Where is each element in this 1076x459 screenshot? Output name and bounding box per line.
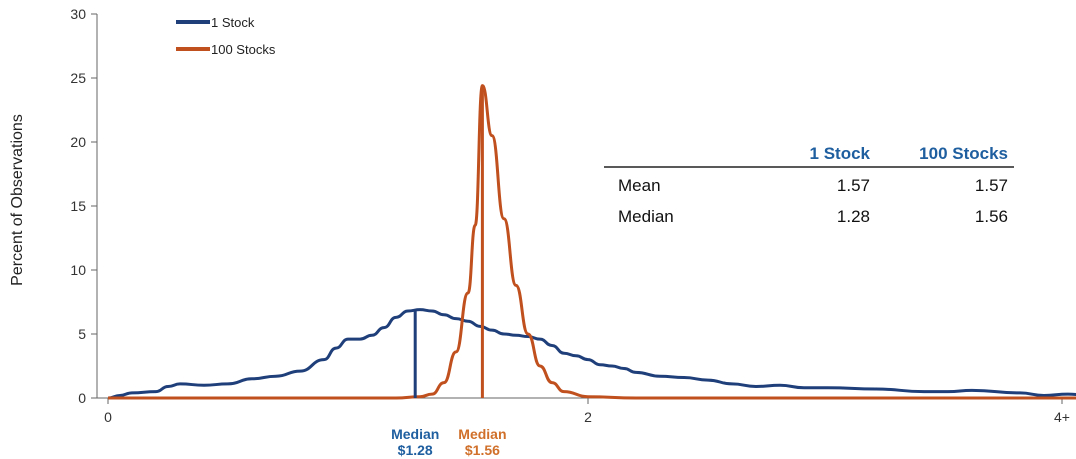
table-cell-r0-c0: Mean: [618, 176, 661, 195]
median-value-1: $1.56: [465, 442, 500, 458]
table-header-1: 1 Stock: [810, 144, 871, 163]
y-ticks: 0 5 10 15 20 25 30: [70, 6, 97, 406]
y-tick-label: 10: [70, 262, 86, 278]
x-tick-label: 2: [584, 409, 592, 425]
y-axis-label: Percent of Observations: [9, 114, 26, 286]
table-cell-r0-c1: 1.57: [837, 176, 870, 195]
legend-label-0: 1 Stock: [211, 15, 255, 30]
series: [107, 84, 1076, 400]
median-label-0: Median: [391, 426, 439, 442]
series-line-0: [107, 308, 1076, 400]
median-label-1: Median: [458, 426, 506, 442]
y-tick-label: 30: [70, 6, 86, 22]
legend: 1 Stock 100 Stocks: [176, 15, 276, 57]
x-tick-label: 0: [104, 409, 112, 425]
y-tick-label: 20: [70, 134, 86, 150]
axes: [96, 14, 1066, 399]
median-value-0: $1.28: [398, 442, 433, 458]
y-tick-label: 5: [78, 326, 86, 342]
table-cell-r1-c2: 1.56: [975, 207, 1008, 226]
y-tick-label: 15: [70, 198, 86, 214]
table-header-2: 100 Stocks: [919, 144, 1008, 163]
y-tick-label: 25: [70, 70, 86, 86]
stats-table: 1 Stock 100 Stocks Mean 1.57 1.57 Median 1.28 1…: [604, 144, 1014, 226]
series-line-1: [108, 84, 1076, 400]
table-cell-r1-c1: 1.28: [837, 207, 870, 226]
x-tick-label: 4+: [1054, 409, 1070, 425]
x-ticks: 0 2 4+: [104, 398, 1070, 425]
y-tick-label: 0: [78, 390, 86, 406]
table-cell-r0-c2: 1.57: [975, 176, 1008, 195]
legend-label-1: 100 Stocks: [211, 42, 276, 57]
table-cell-r1-c0: Median: [618, 207, 674, 226]
